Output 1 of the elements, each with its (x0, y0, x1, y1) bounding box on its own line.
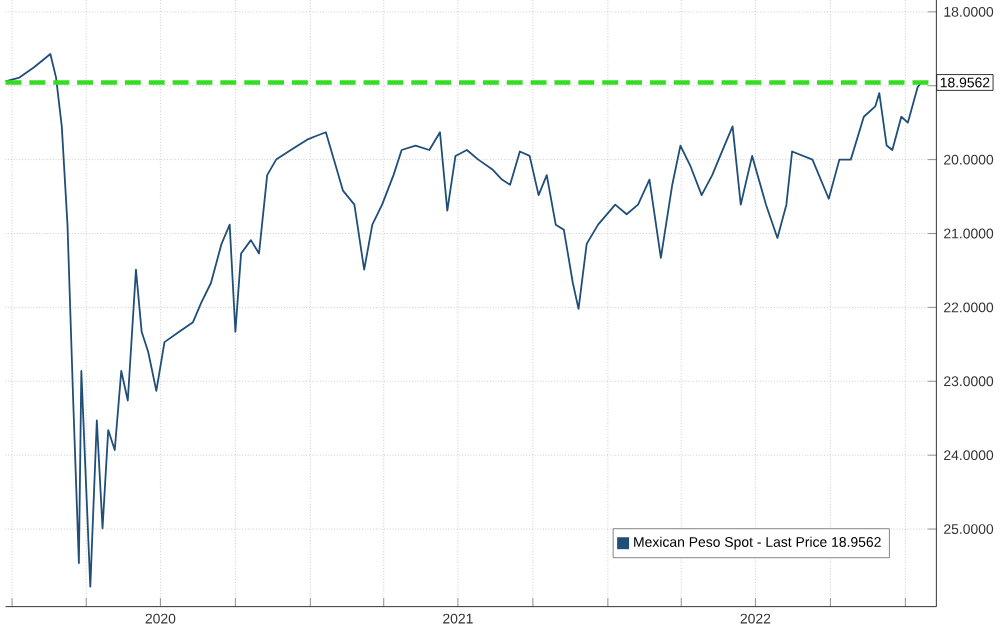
line-series (4, 52, 922, 588)
